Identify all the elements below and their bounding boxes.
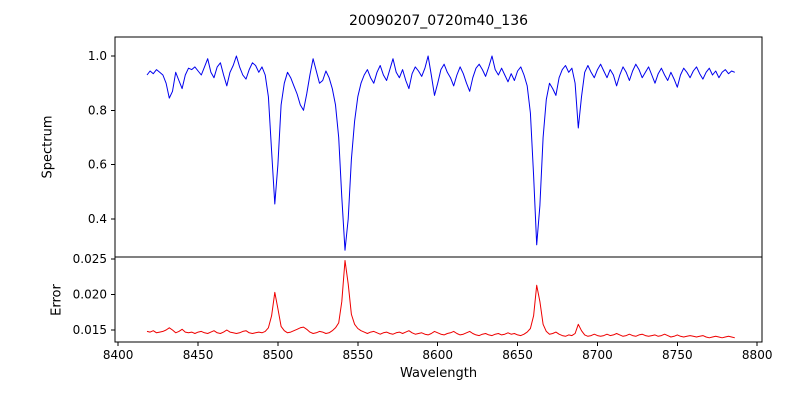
spectrum-panel-frame (114, 36, 763, 258)
x-tick-label: 8600 (422, 348, 453, 362)
spectrum-y-tick-label: 0.8 (88, 103, 107, 117)
spectrum-line (146, 55, 735, 251)
x-tick-label: 8650 (502, 348, 533, 362)
x-tick-label: 8750 (662, 348, 693, 362)
x-tick-label: 8550 (343, 348, 374, 362)
x-tick-label: 8450 (183, 348, 214, 362)
spectrum-y-tick-label: 0.4 (88, 212, 107, 226)
error-y-tick-label: 0.025 (73, 252, 107, 266)
error-line (146, 260, 735, 339)
x-tick-label: 8400 (103, 348, 134, 362)
x-axis-label: Wavelength (399, 366, 478, 381)
chart-title: 20090207_0720m40_136 (348, 13, 529, 29)
x-tick-label: 8800 (742, 348, 773, 362)
spectrum-y-tick-label: 0.6 (88, 158, 107, 172)
spectrum-y-tick-label: 1.0 (88, 49, 107, 63)
error-y-tick-label: 0.015 (73, 323, 107, 337)
error-y-tick-label: 0.020 (73, 288, 107, 302)
x-tick-label: 8700 (582, 348, 613, 362)
error-panel-frame (114, 256, 763, 343)
x-tick-label: 8500 (263, 348, 294, 362)
